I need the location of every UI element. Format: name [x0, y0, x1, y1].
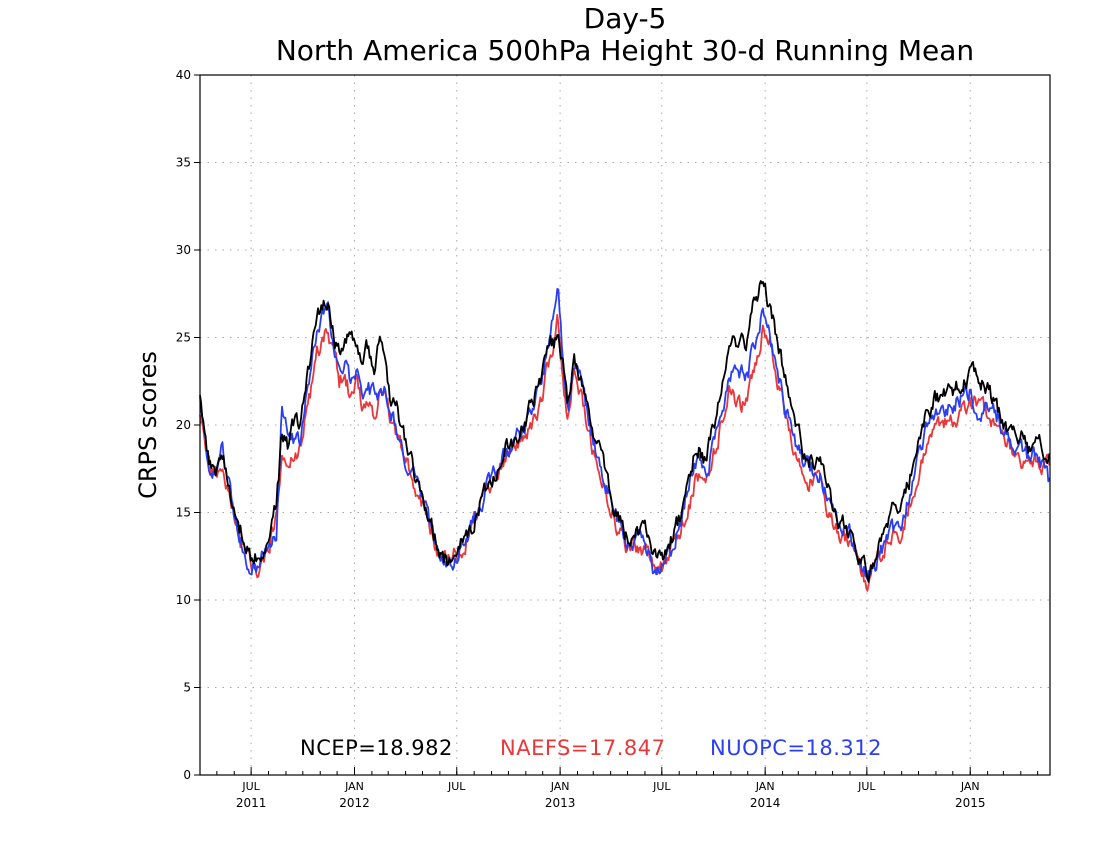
- x-tick-label-month: JUL: [652, 780, 671, 793]
- y-axis: 0 5 10 15 20 25 30 35 40: [176, 68, 200, 782]
- x-tick-label-year: 2011: [236, 796, 267, 810]
- y-tick-label: 25: [176, 331, 191, 345]
- series-line-ncep: [199, 280, 1051, 583]
- legend-entry-nuopc: NUOPC=18.312: [710, 736, 883, 760]
- y-tick-label: 30: [176, 243, 191, 257]
- y-tick-label: 0: [183, 768, 191, 782]
- y-tick-label: 20: [176, 418, 191, 432]
- x-tick-label-month: JAN: [550, 780, 570, 793]
- x-tick-label-year: 2015: [955, 796, 986, 810]
- legend-entry-naefs: NAEFS=17.847: [500, 736, 666, 760]
- x-tick-label-year: 2014: [750, 796, 781, 810]
- y-tick-label: 35: [176, 156, 191, 170]
- chart-title: Day-5: [583, 2, 667, 35]
- series-line-naefs: [199, 313, 1051, 592]
- y-tick-label: 5: [183, 681, 191, 695]
- x-tick-label-month: JAN: [344, 780, 364, 793]
- legend-entry-ncep: NCEP=18.982: [300, 736, 453, 760]
- y-tick-label: 15: [176, 506, 191, 520]
- x-tick-label-year: 2013: [545, 796, 576, 810]
- x-tick-label-month: JAN: [960, 780, 980, 793]
- x-tick-label-month: JUL: [857, 780, 876, 793]
- chart-subtitle: North America 500hPa Height 30-d Running…: [275, 34, 975, 67]
- x-tick-label-month: JUL: [241, 780, 260, 793]
- series-layer: [199, 280, 1051, 592]
- x-axis: JUL 2011 JAN 2012 JUL JAN 2013 JUL JAN 2014 JUL JAN…: [216, 767, 1039, 810]
- y-tick-label: 40: [176, 68, 191, 82]
- y-tick-label: 10: [176, 593, 191, 607]
- x-tick-label-month: JUL: [447, 780, 466, 793]
- x-tick-label-year: 2012: [339, 796, 370, 810]
- x-tick-label-month: JAN: [755, 780, 775, 793]
- y-axis-label: CRPS scores: [134, 351, 162, 499]
